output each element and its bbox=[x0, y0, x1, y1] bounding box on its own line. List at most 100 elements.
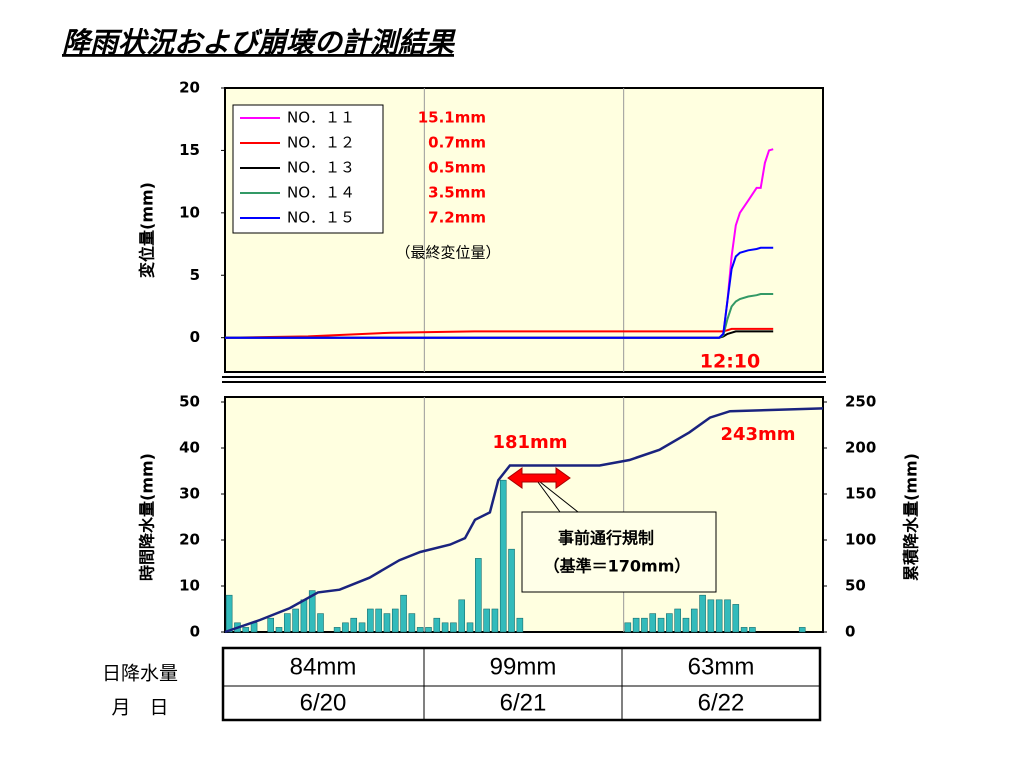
bar bbox=[740, 627, 748, 633]
legend-label: NO．１２ bbox=[287, 134, 355, 152]
y2-tick-label: 0 bbox=[845, 623, 855, 641]
bar bbox=[292, 608, 299, 633]
bar bbox=[358, 622, 366, 633]
final-label: 0.5mm bbox=[428, 159, 486, 177]
bar bbox=[657, 617, 665, 633]
bar bbox=[250, 622, 258, 633]
bar bbox=[798, 627, 806, 633]
table-cell: 6/20 bbox=[300, 689, 347, 716]
bar bbox=[749, 627, 756, 633]
bar bbox=[458, 599, 466, 633]
annotation: 181mm bbox=[492, 432, 567, 453]
double-arrow bbox=[507, 467, 571, 489]
final-label: 0.7mm bbox=[428, 134, 486, 152]
row-label: 月 日 bbox=[111, 697, 168, 719]
bar bbox=[375, 608, 382, 633]
y-tick-label: 5 bbox=[190, 266, 200, 284]
annotation: 12:10 bbox=[700, 351, 760, 373]
bar bbox=[466, 622, 474, 633]
series-line bbox=[224, 407, 824, 634]
bar bbox=[624, 622, 632, 633]
table-frame bbox=[221, 646, 822, 722]
legend-label: NO．１４ bbox=[287, 184, 355, 202]
annotation: 243mm bbox=[720, 424, 795, 445]
table-cell: 84mm bbox=[290, 653, 357, 680]
bar bbox=[408, 613, 416, 633]
bar bbox=[649, 613, 657, 633]
y-tick-label: 40 bbox=[179, 439, 200, 457]
bar bbox=[483, 608, 490, 633]
bar bbox=[516, 617, 524, 633]
y-tick-label: 10 bbox=[179, 577, 200, 595]
y-tick-label: 20 bbox=[179, 531, 200, 549]
bar bbox=[300, 599, 308, 633]
bar bbox=[491, 608, 499, 633]
bar bbox=[441, 622, 449, 633]
bar bbox=[641, 617, 648, 633]
bar bbox=[267, 617, 274, 633]
callout bbox=[521, 511, 717, 593]
bar bbox=[342, 622, 349, 633]
annotation: （最終変位量） bbox=[395, 244, 500, 262]
bar bbox=[416, 627, 424, 633]
row-label: 日降水量 bbox=[102, 663, 178, 685]
y2-tick-label: 150 bbox=[845, 485, 876, 503]
legend-label: NO．１５ bbox=[287, 209, 355, 227]
series-line bbox=[225, 246, 774, 339]
y2-tick-label: 250 bbox=[845, 393, 876, 411]
bar bbox=[425, 627, 432, 633]
bar bbox=[715, 599, 723, 633]
y2-tick-label: 100 bbox=[845, 531, 876, 549]
y-tick-label: 0 bbox=[190, 623, 200, 641]
final-label: 15.1mm bbox=[418, 109, 486, 127]
y-tick-label: 50 bbox=[179, 393, 200, 411]
bar bbox=[383, 613, 391, 633]
bar bbox=[508, 548, 515, 633]
bar bbox=[367, 608, 374, 633]
y2-tick-label: 50 bbox=[845, 577, 866, 595]
series-line bbox=[224, 327, 774, 339]
table-cell: 63mm bbox=[688, 653, 755, 680]
bar bbox=[632, 617, 640, 633]
bar bbox=[225, 594, 233, 633]
bar bbox=[275, 627, 283, 633]
bar bbox=[400, 594, 407, 633]
bar bbox=[433, 617, 441, 633]
legend-label: NO．１１ bbox=[287, 109, 355, 127]
bar bbox=[283, 613, 291, 633]
y-tick-label: 30 bbox=[179, 485, 200, 503]
bar bbox=[475, 558, 482, 633]
bar bbox=[499, 479, 507, 633]
table-cell: 6/22 bbox=[698, 689, 745, 716]
table-cell: 99mm bbox=[490, 653, 557, 680]
bar bbox=[732, 604, 740, 633]
bar bbox=[699, 594, 706, 633]
callout-text: 事前通行規制 bbox=[558, 529, 654, 548]
bar bbox=[308, 590, 316, 633]
y-axis-label: 変位量(mm) bbox=[138, 182, 157, 278]
y-tick-label: 15 bbox=[179, 141, 200, 159]
y2-axis-label: 累積降水量(mm) bbox=[902, 453, 921, 581]
y2-tick-label: 200 bbox=[845, 439, 876, 457]
bar bbox=[690, 608, 698, 633]
bar bbox=[242, 627, 250, 633]
legend-label: NO．１３ bbox=[287, 159, 355, 177]
bar bbox=[391, 608, 399, 633]
bar bbox=[724, 599, 731, 633]
y-axis-label: 時間降水量(mm) bbox=[138, 453, 157, 581]
y-tick-label: 20 bbox=[179, 79, 200, 97]
bar bbox=[707, 599, 715, 633]
y-tick-label: 0 bbox=[190, 328, 200, 346]
bar bbox=[350, 617, 358, 633]
bar bbox=[666, 613, 673, 633]
bar bbox=[682, 617, 690, 633]
y-tick-label: 10 bbox=[179, 203, 200, 221]
table-cell: 6/21 bbox=[500, 689, 547, 716]
bar bbox=[674, 608, 681, 633]
bar bbox=[450, 622, 457, 633]
bar bbox=[333, 627, 341, 633]
bar bbox=[317, 613, 324, 633]
final-label: 3.5mm bbox=[428, 184, 486, 202]
